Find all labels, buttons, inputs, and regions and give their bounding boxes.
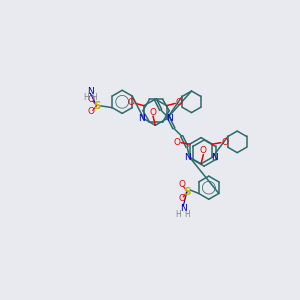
Text: O: O	[176, 98, 183, 107]
Text: O: O	[178, 194, 185, 203]
Text: O: O	[174, 138, 181, 147]
Text: N: N	[212, 153, 218, 162]
Text: N: N	[184, 153, 191, 162]
Text: N: N	[138, 114, 145, 123]
Text: O: O	[88, 95, 95, 104]
Text: H: H	[83, 93, 88, 102]
Text: O: O	[88, 107, 95, 116]
Text: S: S	[183, 187, 191, 196]
Text: H: H	[175, 210, 181, 219]
Text: H: H	[184, 210, 190, 219]
Text: O: O	[200, 146, 207, 155]
Text: S: S	[93, 101, 100, 111]
Text: O: O	[221, 138, 228, 147]
Text: H: H	[92, 93, 97, 102]
Text: O: O	[178, 180, 185, 189]
Text: O: O	[128, 98, 135, 107]
Text: N: N	[87, 87, 94, 96]
Text: N: N	[180, 204, 187, 213]
Text: O: O	[149, 108, 157, 117]
Text: N: N	[166, 114, 172, 123]
